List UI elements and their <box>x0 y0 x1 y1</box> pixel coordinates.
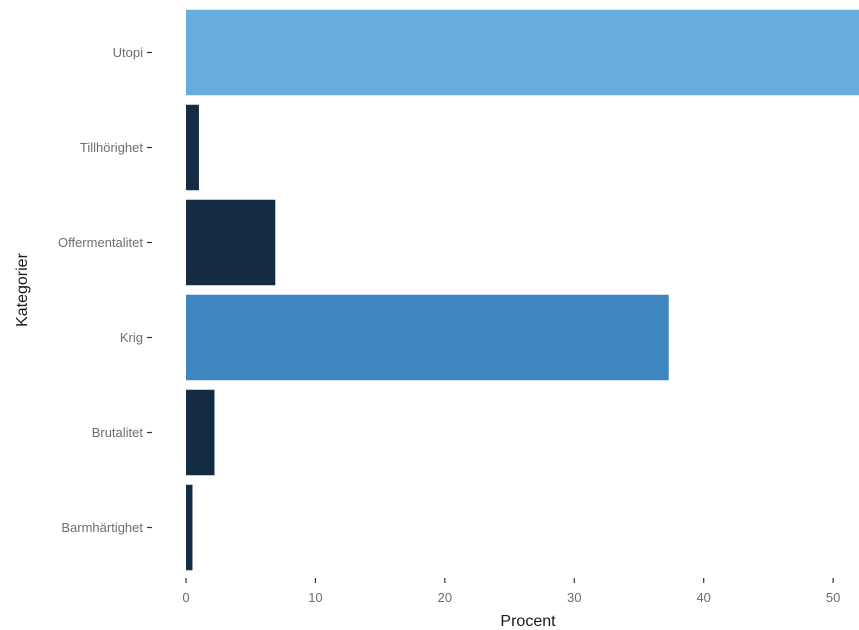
x-tick-label: 40 <box>696 590 710 605</box>
x-tick-label: 50 <box>826 590 840 605</box>
y-tick-label: Brutalitet <box>92 425 144 440</box>
x-tick-label: 0 <box>182 590 189 605</box>
x-tick-label: 30 <box>567 590 581 605</box>
bar-offermentalitet <box>186 199 276 286</box>
y-tick-label: Barmhärtighet <box>61 520 143 535</box>
y-axis-title: Kategorier <box>14 252 31 326</box>
bar-brutalitet <box>186 389 215 476</box>
y-tick-label: Utopi <box>113 45 143 60</box>
bar-barmhärtighet <box>186 484 193 571</box>
x-tick-label: 10 <box>308 590 322 605</box>
y-tick-label: Tillhörighet <box>80 140 143 155</box>
bar-krig <box>186 294 669 381</box>
x-axis: 0 10 20 30 40 50 <box>182 578 840 605</box>
bars-group <box>186 9 859 571</box>
x-tick-label: 20 <box>438 590 452 605</box>
bar-utopi <box>186 9 859 96</box>
y-tick-label: Krig <box>120 330 143 345</box>
y-axis: Barmhärtighet Brutalitet Krig Offermentalit… <box>58 45 152 535</box>
bar-tillhörighet <box>186 104 199 191</box>
y-tick-label: Offermentalitet <box>58 235 143 250</box>
x-axis-title: Procent <box>500 613 556 630</box>
